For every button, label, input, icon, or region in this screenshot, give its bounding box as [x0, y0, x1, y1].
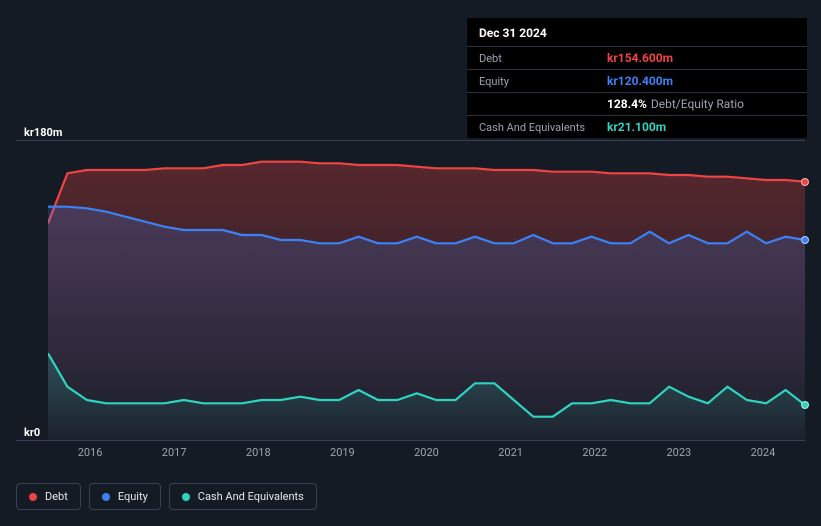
x-tick-label: 2019 — [300, 446, 384, 459]
x-tick-label: 2022 — [553, 446, 637, 459]
legend-label: Equity — [118, 490, 148, 503]
tooltip-row-label: Cash And Equivalents — [479, 121, 607, 134]
tooltip-row: Equitykr120.400m — [467, 69, 807, 92]
x-tick-label: 2023 — [637, 446, 721, 459]
tooltip-row-value: 128.4% — [607, 97, 647, 111]
chart-plot — [48, 140, 805, 440]
legend-item[interactable]: Debt — [16, 483, 81, 510]
x-tick-label: 2016 — [48, 446, 132, 459]
x-axis: 201620172018201920202021202220232024 — [48, 446, 805, 459]
ylabel-min: kr0 — [24, 426, 40, 439]
tooltip-card: Dec 31 2024 Debtkr154.600mEquitykr120.40… — [467, 18, 807, 138]
legend-label: Cash And Equivalents — [198, 490, 304, 503]
legend-item[interactable]: Equity — [89, 483, 161, 510]
ylabel-max: kr180m — [24, 126, 62, 139]
legend-swatch — [29, 493, 37, 501]
x-tick-label: 2021 — [469, 446, 553, 459]
tooltip-row: 128.4% Debt/Equity Ratio — [467, 92, 807, 115]
legend: Debt Equity Cash And Equivalents — [16, 483, 317, 510]
legend-label: Debt — [45, 490, 68, 503]
series-end-marker — [801, 401, 809, 409]
series-end-marker — [801, 236, 809, 244]
tooltip-date: Dec 31 2024 — [467, 18, 807, 46]
x-tick-label: 2017 — [132, 446, 216, 459]
tooltip-row-secondary: Debt/Equity Ratio — [651, 97, 744, 111]
tooltip-row-value: kr21.100m — [607, 120, 666, 134]
tooltip-row: Debtkr154.600m — [467, 46, 807, 69]
tooltip-row-label: Debt — [479, 52, 607, 65]
legend-swatch — [102, 493, 110, 501]
legend-item[interactable]: Cash And Equivalents — [169, 483, 317, 510]
tooltip-row-value: kr154.600m — [607, 51, 673, 65]
x-tick-label: 2024 — [721, 446, 805, 459]
tooltip-row-value: kr120.400m — [607, 74, 673, 88]
x-tick-label: 2020 — [384, 446, 468, 459]
x-tick-label: 2018 — [216, 446, 300, 459]
legend-swatch — [182, 493, 190, 501]
series-end-marker — [801, 178, 809, 186]
gridline-base — [16, 440, 805, 441]
tooltip-row: Cash And Equivalentskr21.100m — [467, 115, 807, 138]
tooltip-row-label: Equity — [479, 75, 607, 88]
